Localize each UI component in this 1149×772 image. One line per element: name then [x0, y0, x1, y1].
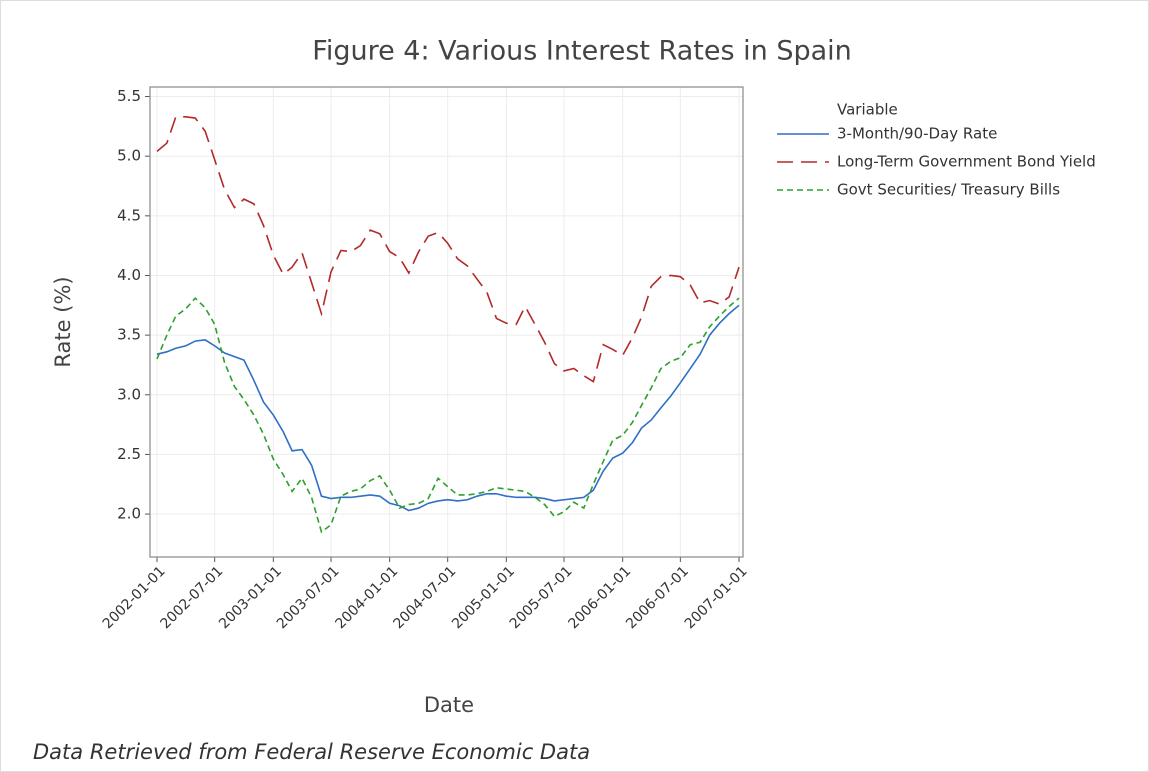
- y-tick-label: 5.0: [117, 147, 141, 165]
- y-tick-label: 5.5: [117, 87, 141, 105]
- plot-border: [149, 86, 744, 558]
- y-tick-label: 2.5: [117, 445, 141, 463]
- y-tick-label: 2.0: [117, 505, 141, 523]
- legend-title: Variable: [837, 101, 898, 119]
- y-tick-label: 4.0: [117, 266, 141, 284]
- x-axis-label: Date: [424, 693, 474, 717]
- caption: Data Retrieved from Federal Reserve Econ…: [33, 740, 590, 764]
- plot-area: [150, 87, 743, 557]
- legend-label: 3-Month/90-Day Rate: [837, 125, 997, 143]
- legend-label: Long-Term Government Bond Yield: [837, 153, 1096, 171]
- chart-title: Figure 4: Various Interest Rates in Spai…: [312, 36, 852, 67]
- y-axis-label: Rate (%): [51, 276, 75, 367]
- series-line: [156, 296, 740, 534]
- y-tick-label: 3.5: [117, 326, 141, 344]
- y-tick-label: 4.5: [117, 206, 141, 224]
- series-line: [156, 304, 740, 512]
- series-line: [156, 116, 740, 383]
- y-tick-label: 3.0: [117, 385, 141, 403]
- legend-label: Govt Securities/ Treasury Bills: [837, 181, 1060, 199]
